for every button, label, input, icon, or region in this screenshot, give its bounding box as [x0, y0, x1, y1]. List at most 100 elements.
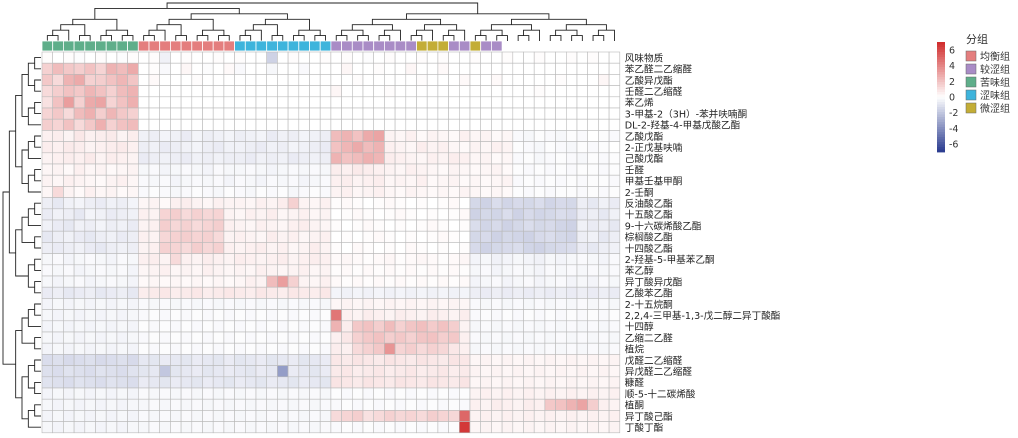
heatmap-cell: [480, 163, 492, 176]
heatmap-cell: [362, 398, 374, 411]
heatmap-cell: [245, 275, 257, 288]
heatmap-cell: [458, 421, 471, 434]
colorbar-segment: [937, 77, 945, 80]
heatmap-cell: [501, 320, 514, 333]
heatmap-cell: [138, 286, 150, 299]
heatmap-cell: [480, 96, 492, 109]
heatmap-cell: [191, 96, 203, 109]
heatmap-cell: [491, 387, 503, 400]
heatmap-cell: [287, 230, 300, 243]
heatmap-cell: [277, 85, 289, 98]
heatmap-cell: [351, 342, 364, 355]
heatmap-cell: [170, 354, 182, 366]
heatmap-cell: [287, 118, 300, 131]
dendrogram-branch: [293, 35, 305, 41]
heatmap-cell: [555, 163, 567, 176]
heatmap-cell: [384, 85, 396, 98]
heatmap-cell: [277, 264, 289, 277]
heatmap-cell: [555, 342, 567, 355]
heatmap-cell: [63, 118, 75, 131]
heatmap-cell: [458, 264, 471, 277]
heatmap-cell: [73, 354, 86, 366]
heatmap-cell: [277, 96, 289, 109]
heatmap-cell: [138, 74, 150, 86]
heatmap-cell: [319, 74, 332, 86]
heatmap-cell: [555, 208, 567, 221]
heatmap-cell: [469, 208, 481, 221]
heatmap-cell: [469, 197, 481, 210]
heatmap-cell: [170, 51, 182, 64]
heatmap-cell: [148, 331, 160, 344]
heatmap-cell: [544, 141, 556, 154]
heatmap-cell: [202, 96, 214, 109]
group-bar-cell: [458, 40, 471, 52]
heatmap-cell: [598, 163, 610, 176]
heatmap-cell: [437, 275, 449, 288]
heatmap-cell: [533, 141, 546, 154]
heatmap-cell: [287, 197, 300, 210]
heatmap-cell: [63, 62, 75, 75]
heatmap-cell: [223, 421, 235, 434]
heatmap-cell: [287, 398, 300, 411]
heatmap-cell: [384, 398, 396, 411]
heatmap-cell: [405, 74, 417, 86]
heatmap-cell: [191, 354, 203, 366]
heatmap-cell: [341, 354, 353, 366]
heatmap-cell: [416, 130, 428, 142]
heatmap-cell: [223, 130, 235, 142]
row-label: 2-正戊基呋喃: [625, 142, 683, 154]
heatmap-cell: [426, 376, 439, 389]
heatmap-cell: [127, 141, 139, 154]
heatmap-cell: [127, 51, 139, 64]
heatmap-cell: [533, 376, 546, 389]
heatmap-cell: [255, 230, 267, 243]
heatmap-cell: [266, 264, 278, 277]
heatmap-cell: [523, 376, 535, 389]
heatmap-cell: [523, 410, 535, 422]
heatmap-cell: [309, 230, 321, 243]
group-bar-cell: [373, 40, 385, 52]
heatmap-cell: [148, 219, 160, 232]
heatmap-cell: [116, 197, 128, 210]
heatmap-cell: [448, 253, 460, 266]
heatmap-cell: [608, 387, 621, 400]
heatmap-cell: [191, 230, 203, 243]
heatmap-cell: [212, 242, 225, 254]
heatmap-cell: [73, 387, 86, 400]
heatmap-cell: [544, 152, 556, 165]
heatmap-cell: [437, 309, 449, 322]
heatmap-cell: [105, 264, 118, 277]
heatmap-cell: [576, 51, 588, 64]
heatmap-cell: [52, 320, 64, 333]
dendrogram-branch: [52, 29, 70, 41]
heatmap-cell: [116, 174, 128, 187]
heatmap-cell: [351, 264, 364, 277]
heatmap-cell: [180, 174, 193, 187]
heatmap-cell: [512, 118, 524, 131]
colorbar-segment: [937, 114, 945, 118]
heatmap-cell: [84, 197, 96, 210]
heatmap-cell: [127, 152, 139, 165]
heatmap-cell: [491, 342, 503, 355]
group-bar-cell: [426, 40, 439, 52]
heatmap-cell: [138, 275, 150, 288]
heatmap-cell: [41, 410, 53, 422]
heatmap-cell: [212, 410, 225, 422]
row-label: 植酮: [625, 400, 644, 412]
dendrogram-branch: [511, 18, 587, 25]
heatmap-cell: [416, 152, 428, 165]
heatmap-cell: [116, 387, 128, 400]
heatmap-cell: [245, 376, 257, 389]
heatmap-cell: [458, 298, 471, 310]
heatmap-cell: [373, 186, 385, 198]
heatmap-cell: [287, 365, 300, 378]
heatmap-cell: [491, 186, 503, 198]
heatmap-cell: [159, 208, 171, 221]
heatmap-cell: [319, 186, 332, 198]
heatmap-cell: [116, 51, 128, 64]
row-label: 3-甲基-2（3H）-苯并呋喃酮: [625, 108, 747, 120]
heatmap-cell: [245, 51, 257, 64]
heatmap-cell: [469, 51, 481, 64]
heatmap-cell: [608, 264, 621, 277]
